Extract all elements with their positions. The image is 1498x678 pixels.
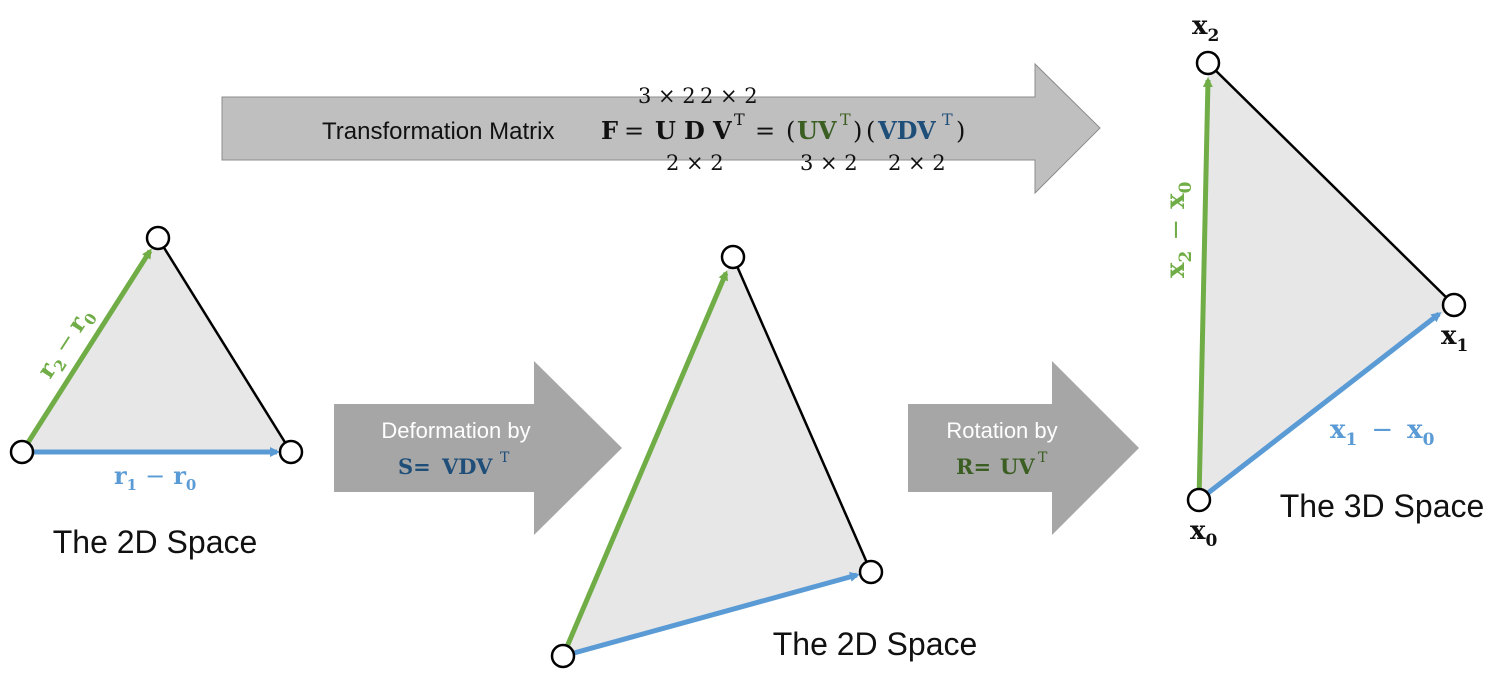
formula-U: U	[655, 116, 676, 145]
left-vertex-2	[145, 225, 171, 251]
label-r1-sub: 1	[127, 476, 137, 494]
formula-eq2: =	[755, 117, 775, 145]
right-vertex-2	[1195, 50, 1221, 76]
formula-eq1: =	[624, 117, 644, 145]
label-x2: x2	[1192, 11, 1219, 46]
middle-vertex-1	[858, 559, 884, 585]
middle-vertex-0	[550, 643, 576, 669]
transformation-formula: Transformation Matrix F = U D V T = ( UV…	[322, 84, 965, 175]
formula-close2: )	[956, 117, 965, 145]
middle-blue-vector	[562, 572, 860, 659]
left-triangle: r2−r0 r1− r0 The 2D Space	[9, 225, 304, 560]
dim-above-u: 3 × 2	[638, 84, 696, 108]
right-vertex-0	[1186, 487, 1212, 513]
label-x0: x0	[1190, 516, 1218, 551]
transformation-arrow	[221, 62, 1101, 195]
middle-triangle: The 2D Space	[550, 244, 978, 669]
dim-below-vdv: 2 × 2	[888, 151, 946, 175]
formula-V: V	[712, 116, 732, 145]
middle-caption: The 2D Space	[773, 626, 978, 662]
right-triangle: x2 x1 x0 x2−x0 x1− x0 The 3D Space	[1161, 11, 1484, 551]
label-x1: x1	[1441, 321, 1468, 356]
right-triangle-fill	[1199, 63, 1454, 500]
deformation-VDV: VDV	[441, 454, 493, 479]
formula-D: D	[684, 116, 705, 145]
right-caption: The 3D Space	[1280, 488, 1485, 524]
deformation-arrow	[334, 361, 622, 535]
formula-open2: (	[866, 117, 875, 145]
right-edge	[1207, 62, 1455, 306]
rotation-label: Rotation by	[946, 418, 1057, 443]
rotation-matrix: R= UV T	[956, 450, 1048, 479]
dim-below-v: 2 × 2	[666, 151, 724, 175]
formula-close1: )	[853, 117, 862, 145]
middle-green-vector	[560, 270, 729, 657]
deformation-matrix: S= VDV T	[398, 450, 510, 479]
formula-UV: UV	[797, 116, 837, 145]
deformation-label: Deformation by	[381, 418, 530, 443]
right-vertex-1	[1441, 292, 1467, 318]
rotation-arrow	[908, 361, 1139, 535]
formula-VDV: VDV	[877, 116, 936, 145]
svg-text:x2−x0: x2−x0	[1161, 181, 1196, 278]
left-edge	[156, 237, 293, 453]
left-green-vector	[19, 248, 153, 454]
middle-edge	[731, 256, 873, 573]
left-caption: The 2D Space	[53, 524, 258, 560]
rotation-R: R=	[956, 454, 991, 479]
formula-T2: T	[840, 110, 851, 129]
dim-above-d: 2 × 2	[700, 84, 758, 108]
middle-triangle-fill	[563, 257, 871, 656]
right-blue-vector	[1197, 312, 1442, 502]
left-triangle-fill	[22, 238, 291, 452]
formula-T1: T	[734, 110, 745, 129]
right-blue-label: x1− x0	[1330, 415, 1435, 450]
label-minus-b: −	[145, 462, 165, 490]
right-green-label: x2−x0	[1161, 181, 1196, 278]
middle-vertex-2	[720, 244, 746, 270]
right-green-vector	[1196, 77, 1213, 501]
deformation-S: S=	[398, 454, 431, 479]
formula-F: F	[601, 116, 618, 145]
deformation-T: T	[500, 450, 510, 466]
formula-prefix: Transformation Matrix	[322, 118, 555, 145]
label-r1: r	[114, 461, 127, 490]
label-r0b: r	[173, 461, 186, 490]
rotation-T: T	[1038, 450, 1048, 466]
formula-T3: T	[942, 110, 953, 129]
rotation-UV: UV	[1000, 454, 1035, 479]
label-r0b-sub: 0	[186, 476, 196, 494]
left-vertex-1	[278, 439, 304, 465]
left-vertex-0	[9, 439, 35, 465]
left-blue-label: r1− r0	[114, 461, 196, 494]
dim-below-uv: 3 × 2	[800, 151, 858, 175]
formula-open1: (	[786, 117, 795, 145]
